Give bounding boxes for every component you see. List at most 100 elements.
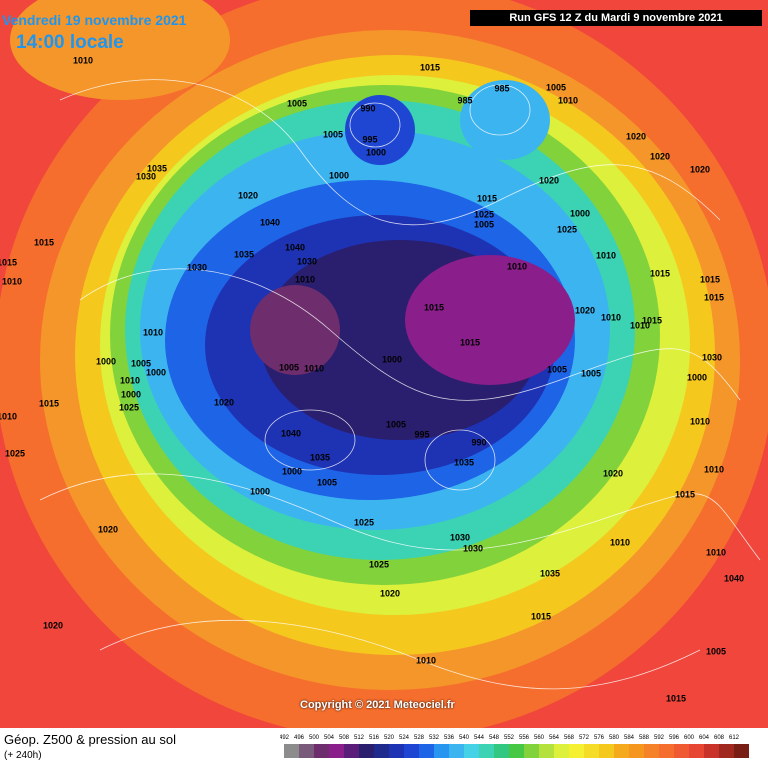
colorbar: 492 496 500 504 508 512 516 520 524 528 532 536 540 5… <box>280 735 749 758</box>
isobar-label: 1030 <box>297 256 317 266</box>
colorbar-label: 532 <box>429 735 440 741</box>
colorbar-label: 572 <box>579 735 590 741</box>
isobar-label: 1005 <box>474 219 494 229</box>
colorbar-cell <box>374 744 389 758</box>
isobar-label: 1000 <box>329 170 349 180</box>
isobar-label: 1000 <box>96 356 116 366</box>
isobar-label: 990 <box>471 437 486 447</box>
isobar-label: 1010 <box>601 312 621 322</box>
isobar-label: 1020 <box>380 588 400 598</box>
isobar-label: 1010 <box>704 464 724 474</box>
isobar-label: 1015 <box>675 489 695 499</box>
band <box>405 255 575 385</box>
isobar <box>469 84 531 136</box>
isobar-label: 1010 <box>2 276 22 286</box>
lead-time: (+ 240h) <box>4 750 42 761</box>
isobar-label: 1010 <box>295 274 315 284</box>
isobar-label: 990 <box>360 103 375 113</box>
isobar-label: 1010 <box>143 327 163 337</box>
isobar-label: 1015 <box>704 292 724 302</box>
isobar-label: 1025 <box>474 209 494 219</box>
colorbar-cell <box>299 744 314 758</box>
colorbar-label: 576 <box>594 735 605 741</box>
colorbar-cell <box>659 744 674 758</box>
isobar-label: 1010 <box>416 655 436 665</box>
isobar-label: 1035 <box>147 163 167 173</box>
forecast-date: Vendredi 19 novembre 2021 <box>2 12 187 28</box>
colorbar-label: 584 <box>624 735 635 741</box>
isobar-label: 1040 <box>724 573 744 583</box>
isobar-label: 1015 <box>420 62 440 72</box>
isobar-label: 1015 <box>642 315 662 325</box>
isobar <box>349 102 401 148</box>
isobar-label: 1015 <box>700 274 720 284</box>
isobar-label: 1025 <box>119 402 139 412</box>
colorbar-label: 612 <box>729 735 740 741</box>
colorbar-label: 536 <box>444 735 455 741</box>
colorbar-cell <box>539 744 554 758</box>
isobar-label: 1040 <box>260 217 280 227</box>
isobar-label: 1015 <box>34 237 54 247</box>
colorbar-cell <box>284 744 299 758</box>
isobar <box>59 79 721 226</box>
isobar-label: 1005 <box>546 82 566 92</box>
colorbar-label: 540 <box>459 735 470 741</box>
colorbar-label: 508 <box>339 735 350 741</box>
isobar-label: 1015 <box>477 193 497 203</box>
isobar-label: 1030 <box>187 262 207 272</box>
isobar-label: 1025 <box>354 517 374 527</box>
colorbar-cell <box>359 744 374 758</box>
colorbar-label: 588 <box>639 735 650 741</box>
isobar-label: 1035 <box>310 452 330 462</box>
colorbar-cell <box>689 744 704 758</box>
isobar-label: 1005 <box>386 419 406 429</box>
colorbar-label: 580 <box>609 735 620 741</box>
isobar-label: 1005 <box>323 129 343 139</box>
isobar <box>39 473 761 561</box>
colorbar-label: 500 <box>309 735 320 741</box>
band <box>345 95 415 165</box>
isobar-label: 1035 <box>234 249 254 259</box>
isobar-label: 1020 <box>43 620 63 630</box>
isobar-label: 1015 <box>460 337 480 347</box>
isobar-label: 1010 <box>507 261 527 271</box>
isobar-label: 1040 <box>281 428 301 438</box>
colorbar-cell <box>449 744 464 758</box>
isobar-label: 1020 <box>98 524 118 534</box>
colorbar-cell <box>734 744 749 758</box>
colorbar-label: 528 <box>414 735 425 741</box>
colorbar-cell <box>719 744 734 758</box>
run-info: Run GFS 12 Z du Mardi 9 novembre 2021 <box>470 10 762 26</box>
isobar-label: 1005 <box>131 358 151 368</box>
colorbar-label: 608 <box>714 735 725 741</box>
colorbar-cell <box>629 744 644 758</box>
isobar-label: 1010 <box>0 411 17 421</box>
colorbar-cell <box>494 744 509 758</box>
colorbar-cell <box>644 744 659 758</box>
isobar-label: 1000 <box>382 354 402 364</box>
isobar-label: 985 <box>457 95 472 105</box>
colorbar-cell <box>599 744 614 758</box>
isobar <box>99 619 701 690</box>
isobar-label: 1015 <box>424 302 444 312</box>
isobar-label: 1035 <box>454 457 474 467</box>
band <box>250 285 340 375</box>
band <box>10 0 230 100</box>
isobar <box>79 268 741 401</box>
isobar-label: 1010 <box>73 55 93 65</box>
colorbar-cell <box>344 744 359 758</box>
isobar-label: 1000 <box>282 466 302 476</box>
colorbar-cell <box>464 744 479 758</box>
isobar <box>264 409 356 471</box>
isobar-label: 1040 <box>285 242 305 252</box>
colorbar-label: 492 <box>280 735 290 741</box>
copyright: Copyright © 2021 Meteociel.fr <box>300 699 455 711</box>
isobar-label: 1020 <box>575 305 595 315</box>
colorbar-cell <box>479 744 494 758</box>
isobar-label: 1010 <box>630 320 650 330</box>
colorbar-label: 548 <box>489 735 500 741</box>
colorbar-cell <box>704 744 719 758</box>
isobar-label: 985 <box>494 83 509 93</box>
